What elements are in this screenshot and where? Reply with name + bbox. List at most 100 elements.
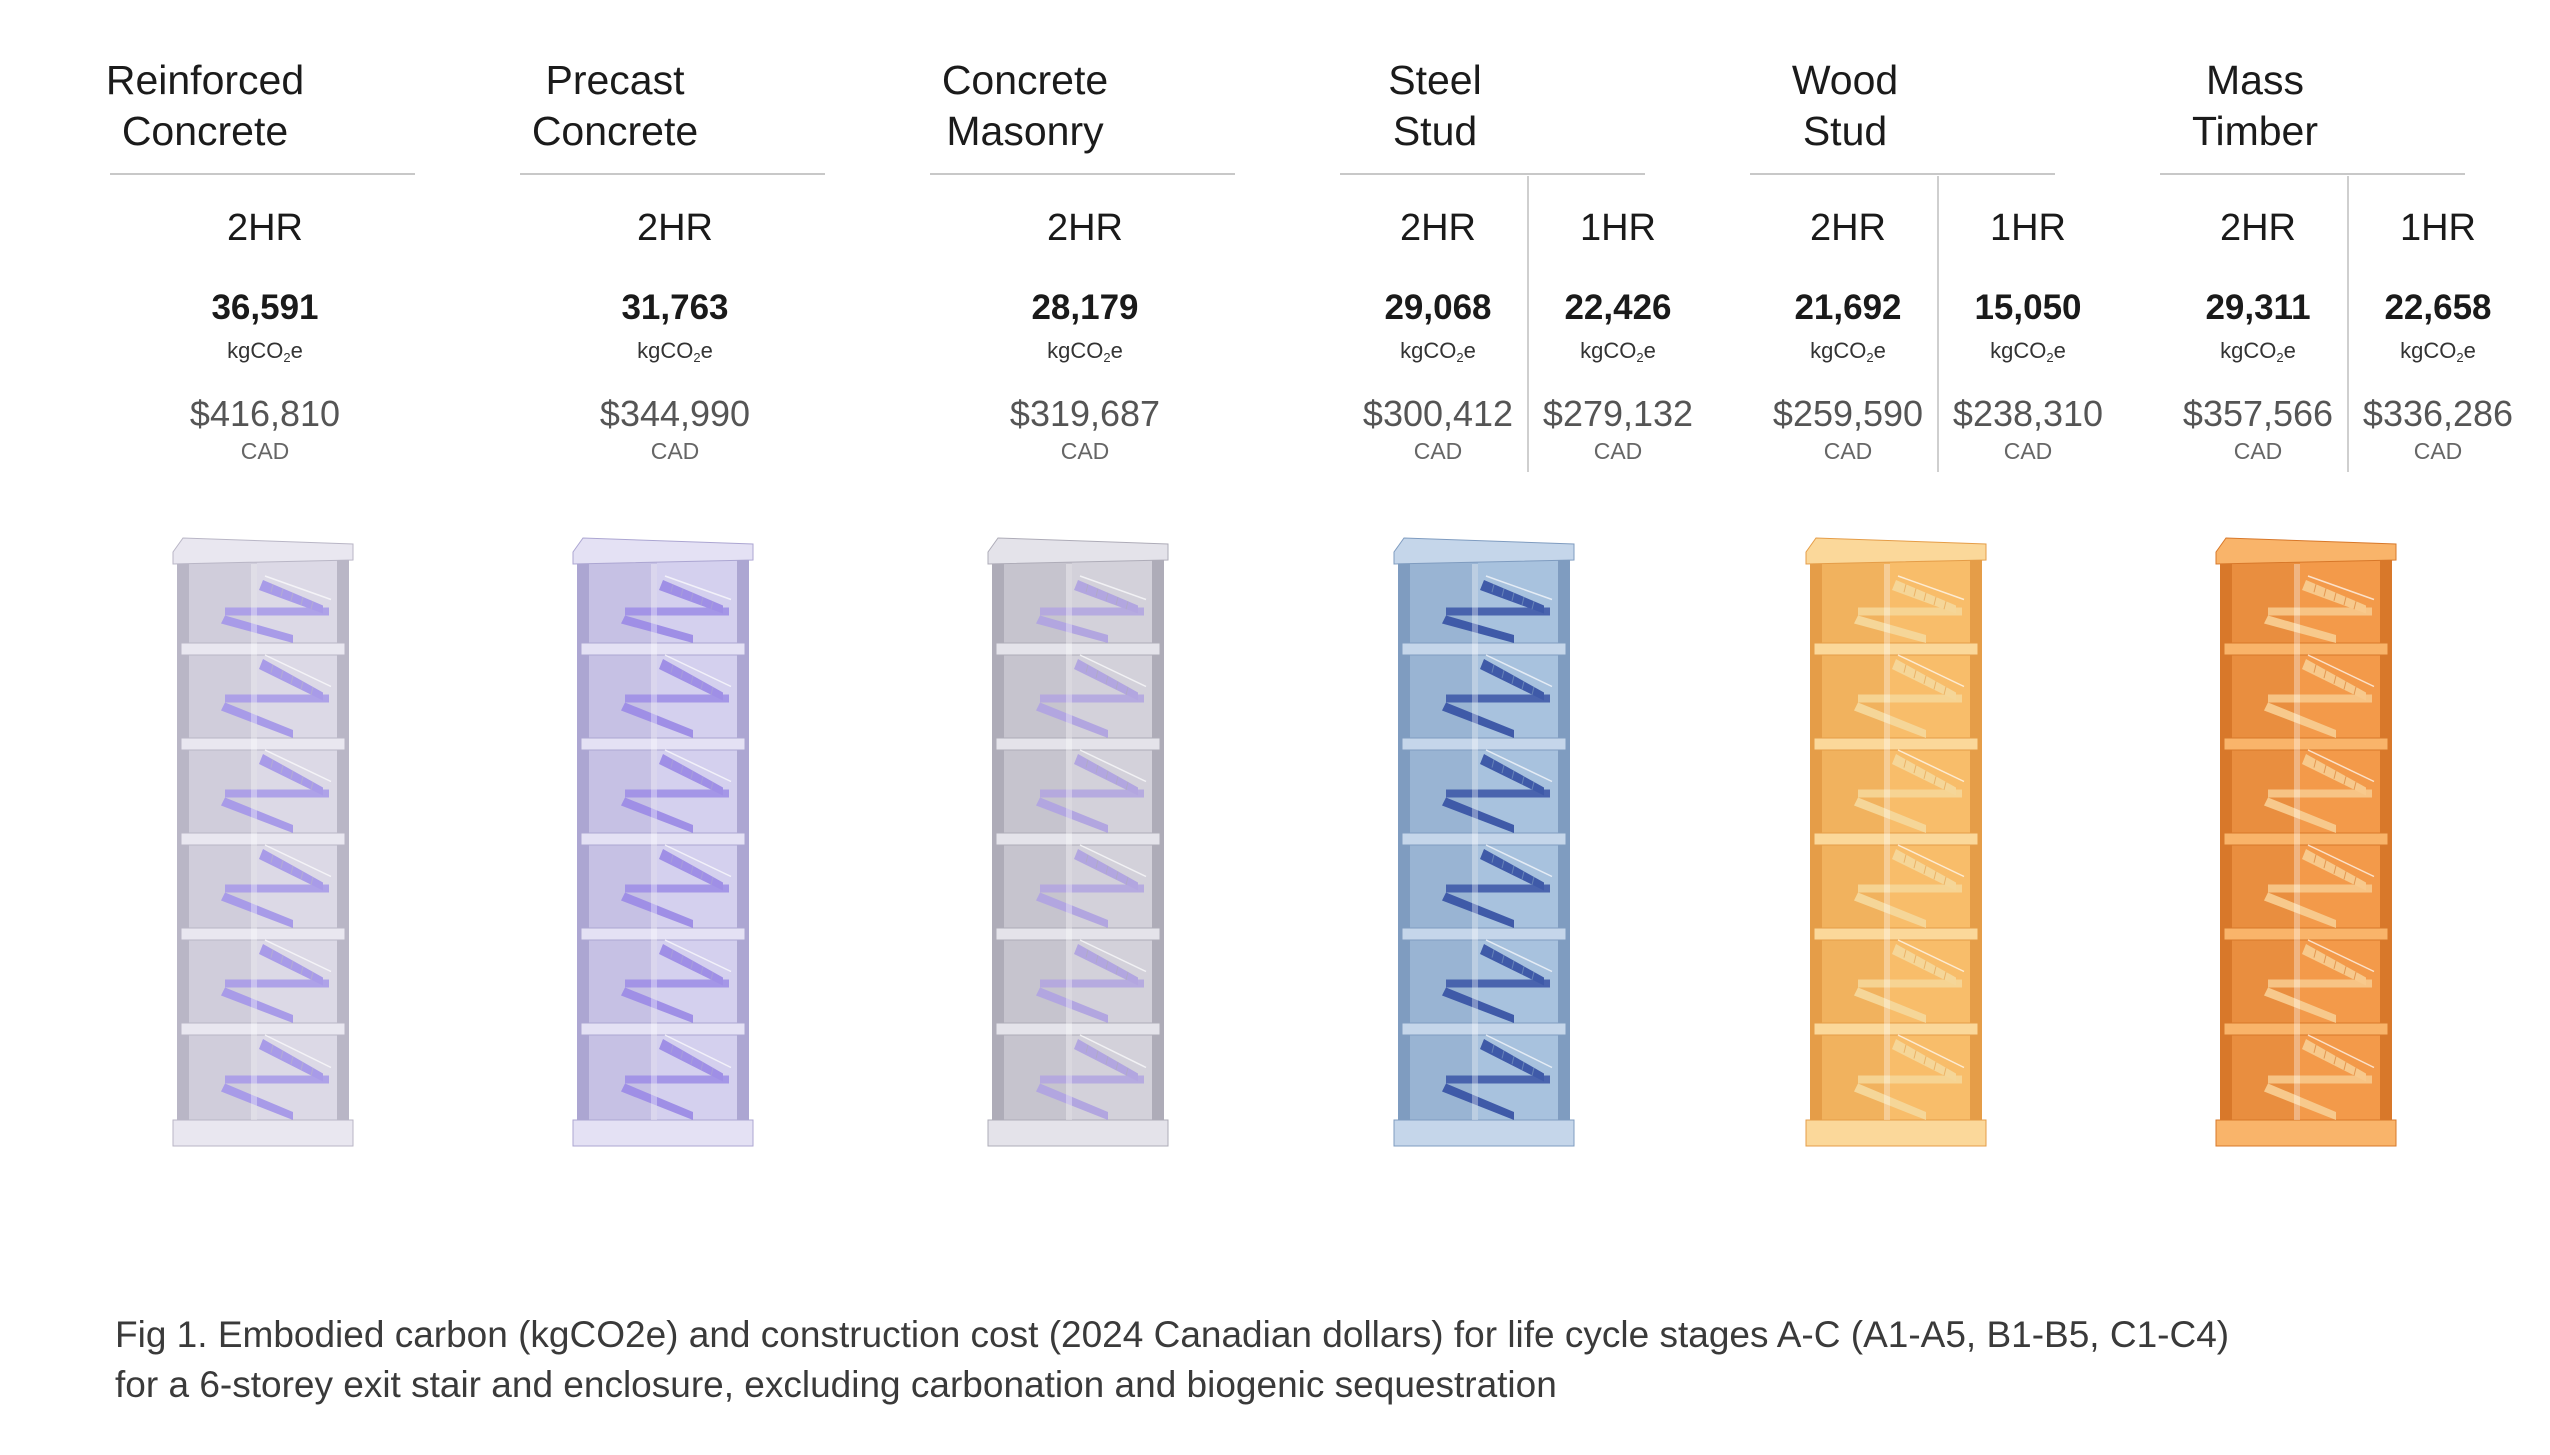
stair-tread (710, 971, 714, 981)
stair-landing (1858, 607, 1962, 616)
fire-rating: 2HR (636, 207, 714, 249)
stair-tread (700, 681, 704, 690)
stair-flight (221, 1083, 293, 1120)
stair-flight (221, 702, 293, 738)
stair-tread (670, 949, 674, 958)
stair-tread (280, 765, 284, 774)
system-title-line: Mass (2206, 57, 2304, 103)
stair-tread (1491, 664, 1495, 673)
stair-tread (1531, 971, 1535, 981)
stair-tread (2323, 955, 2327, 964)
stair-tread (270, 1044, 274, 1053)
floor-slab-4 (580, 927, 746, 941)
stair-landing (2268, 789, 2372, 798)
handrail (2307, 575, 2375, 601)
stair-tread (670, 664, 674, 673)
stair-tread (1923, 1056, 1927, 1065)
stair-flight (221, 987, 293, 1023)
stair-tread (1115, 596, 1119, 606)
stair-tread (1531, 876, 1535, 886)
stair-tread (690, 960, 694, 969)
stair-tread (1115, 966, 1119, 975)
fire-rating: 2HR (2219, 207, 2297, 249)
stair-flight (1480, 580, 1544, 614)
stair-tread (700, 871, 704, 880)
stair-landing (625, 789, 729, 798)
system-title-line: Concrete (531, 108, 699, 154)
stair-flight (1036, 892, 1108, 928)
stair-flight (659, 1039, 723, 1082)
handrail (664, 844, 732, 878)
stair-tower-illustration (572, 537, 754, 1150)
stair-tread (270, 759, 274, 768)
stair-tread (690, 675, 694, 684)
carbon-unit-sub: 2 (283, 350, 291, 365)
stair-tread (1105, 675, 1109, 684)
stair-tread (1903, 584, 1907, 593)
stair-tread (1923, 865, 1927, 874)
stair-tread (1491, 949, 1495, 958)
stair-landing (625, 979, 729, 988)
stair-tread (1105, 770, 1109, 779)
stair-landing (1858, 884, 1962, 893)
stair-tread (680, 1050, 684, 1059)
stair-tread (1933, 871, 1937, 880)
embodied-carbon-value: 21,692 (1794, 288, 1902, 327)
floor-slab-4 (1401, 927, 1567, 941)
construction-cost-value: $279,132 (1542, 393, 1694, 434)
stair-landing (1040, 607, 1144, 616)
stair-tread (2333, 960, 2337, 969)
stair-tread (1933, 776, 1937, 785)
stair-flight (2264, 987, 2336, 1023)
stair-tread (2343, 681, 2347, 690)
construction-cost-value: $300,412 (1362, 393, 1514, 434)
handrail (2307, 939, 2375, 973)
stair-tread (290, 865, 294, 874)
stair-flight (1892, 849, 1956, 891)
stair-tread (1085, 584, 1089, 593)
floor-slab-3 (180, 832, 346, 846)
stair-tread (710, 1067, 714, 1076)
stair-flight (659, 659, 723, 701)
floor-slab-2 (2223, 737, 2389, 751)
stair-tread (2353, 686, 2357, 696)
carbon-unit-sub: 2 (1636, 350, 1644, 365)
system-title-line: Timber (2191, 108, 2319, 154)
stair-tread (1115, 871, 1119, 880)
handrail (1485, 654, 1553, 688)
stair-landing (625, 884, 729, 893)
base-slab (2215, 1119, 2397, 1147)
roof-slab (987, 537, 1169, 565)
cost-unit: CAD (2413, 438, 2463, 464)
stair-flight (1074, 754, 1138, 796)
handrail (1485, 575, 1553, 601)
stair-flight (1074, 1039, 1138, 1082)
stair-tread (270, 949, 274, 958)
stair-tread (2343, 871, 2347, 880)
stair-tower-illustration (1393, 537, 1575, 1150)
embodied-carbon-value: 22,658 (2384, 288, 2492, 327)
stair-tread (300, 966, 304, 975)
stair-tread (1095, 670, 1099, 679)
stair-tread (710, 781, 714, 791)
stair-tread (1105, 960, 1109, 969)
stair-flight (2264, 1083, 2336, 1120)
stair-flight (1074, 659, 1138, 701)
construction-cost-value: $259,590 (1772, 393, 1924, 434)
stair-flight (259, 849, 323, 891)
system-4: Wood Stud 2HR 21,692 kgCO2e $259,590 CAD 1HR 15,… (1640, 0, 2103, 1200)
carbon-unit-base: kgCO (227, 338, 284, 363)
stair-flight (1442, 797, 1514, 833)
stair-landing (1446, 884, 1550, 893)
stair-tread (1085, 854, 1089, 863)
stair-tread (1501, 860, 1505, 869)
stair-flight (1854, 987, 1926, 1023)
stair-flight (1074, 580, 1138, 614)
stair-tread (2323, 588, 2327, 597)
stair-flight (1892, 1039, 1956, 1082)
stair-tread (1521, 871, 1525, 880)
shaft-divider (1066, 564, 1072, 1120)
stair-tread (1943, 1067, 1947, 1076)
stair-tread (1521, 966, 1525, 975)
